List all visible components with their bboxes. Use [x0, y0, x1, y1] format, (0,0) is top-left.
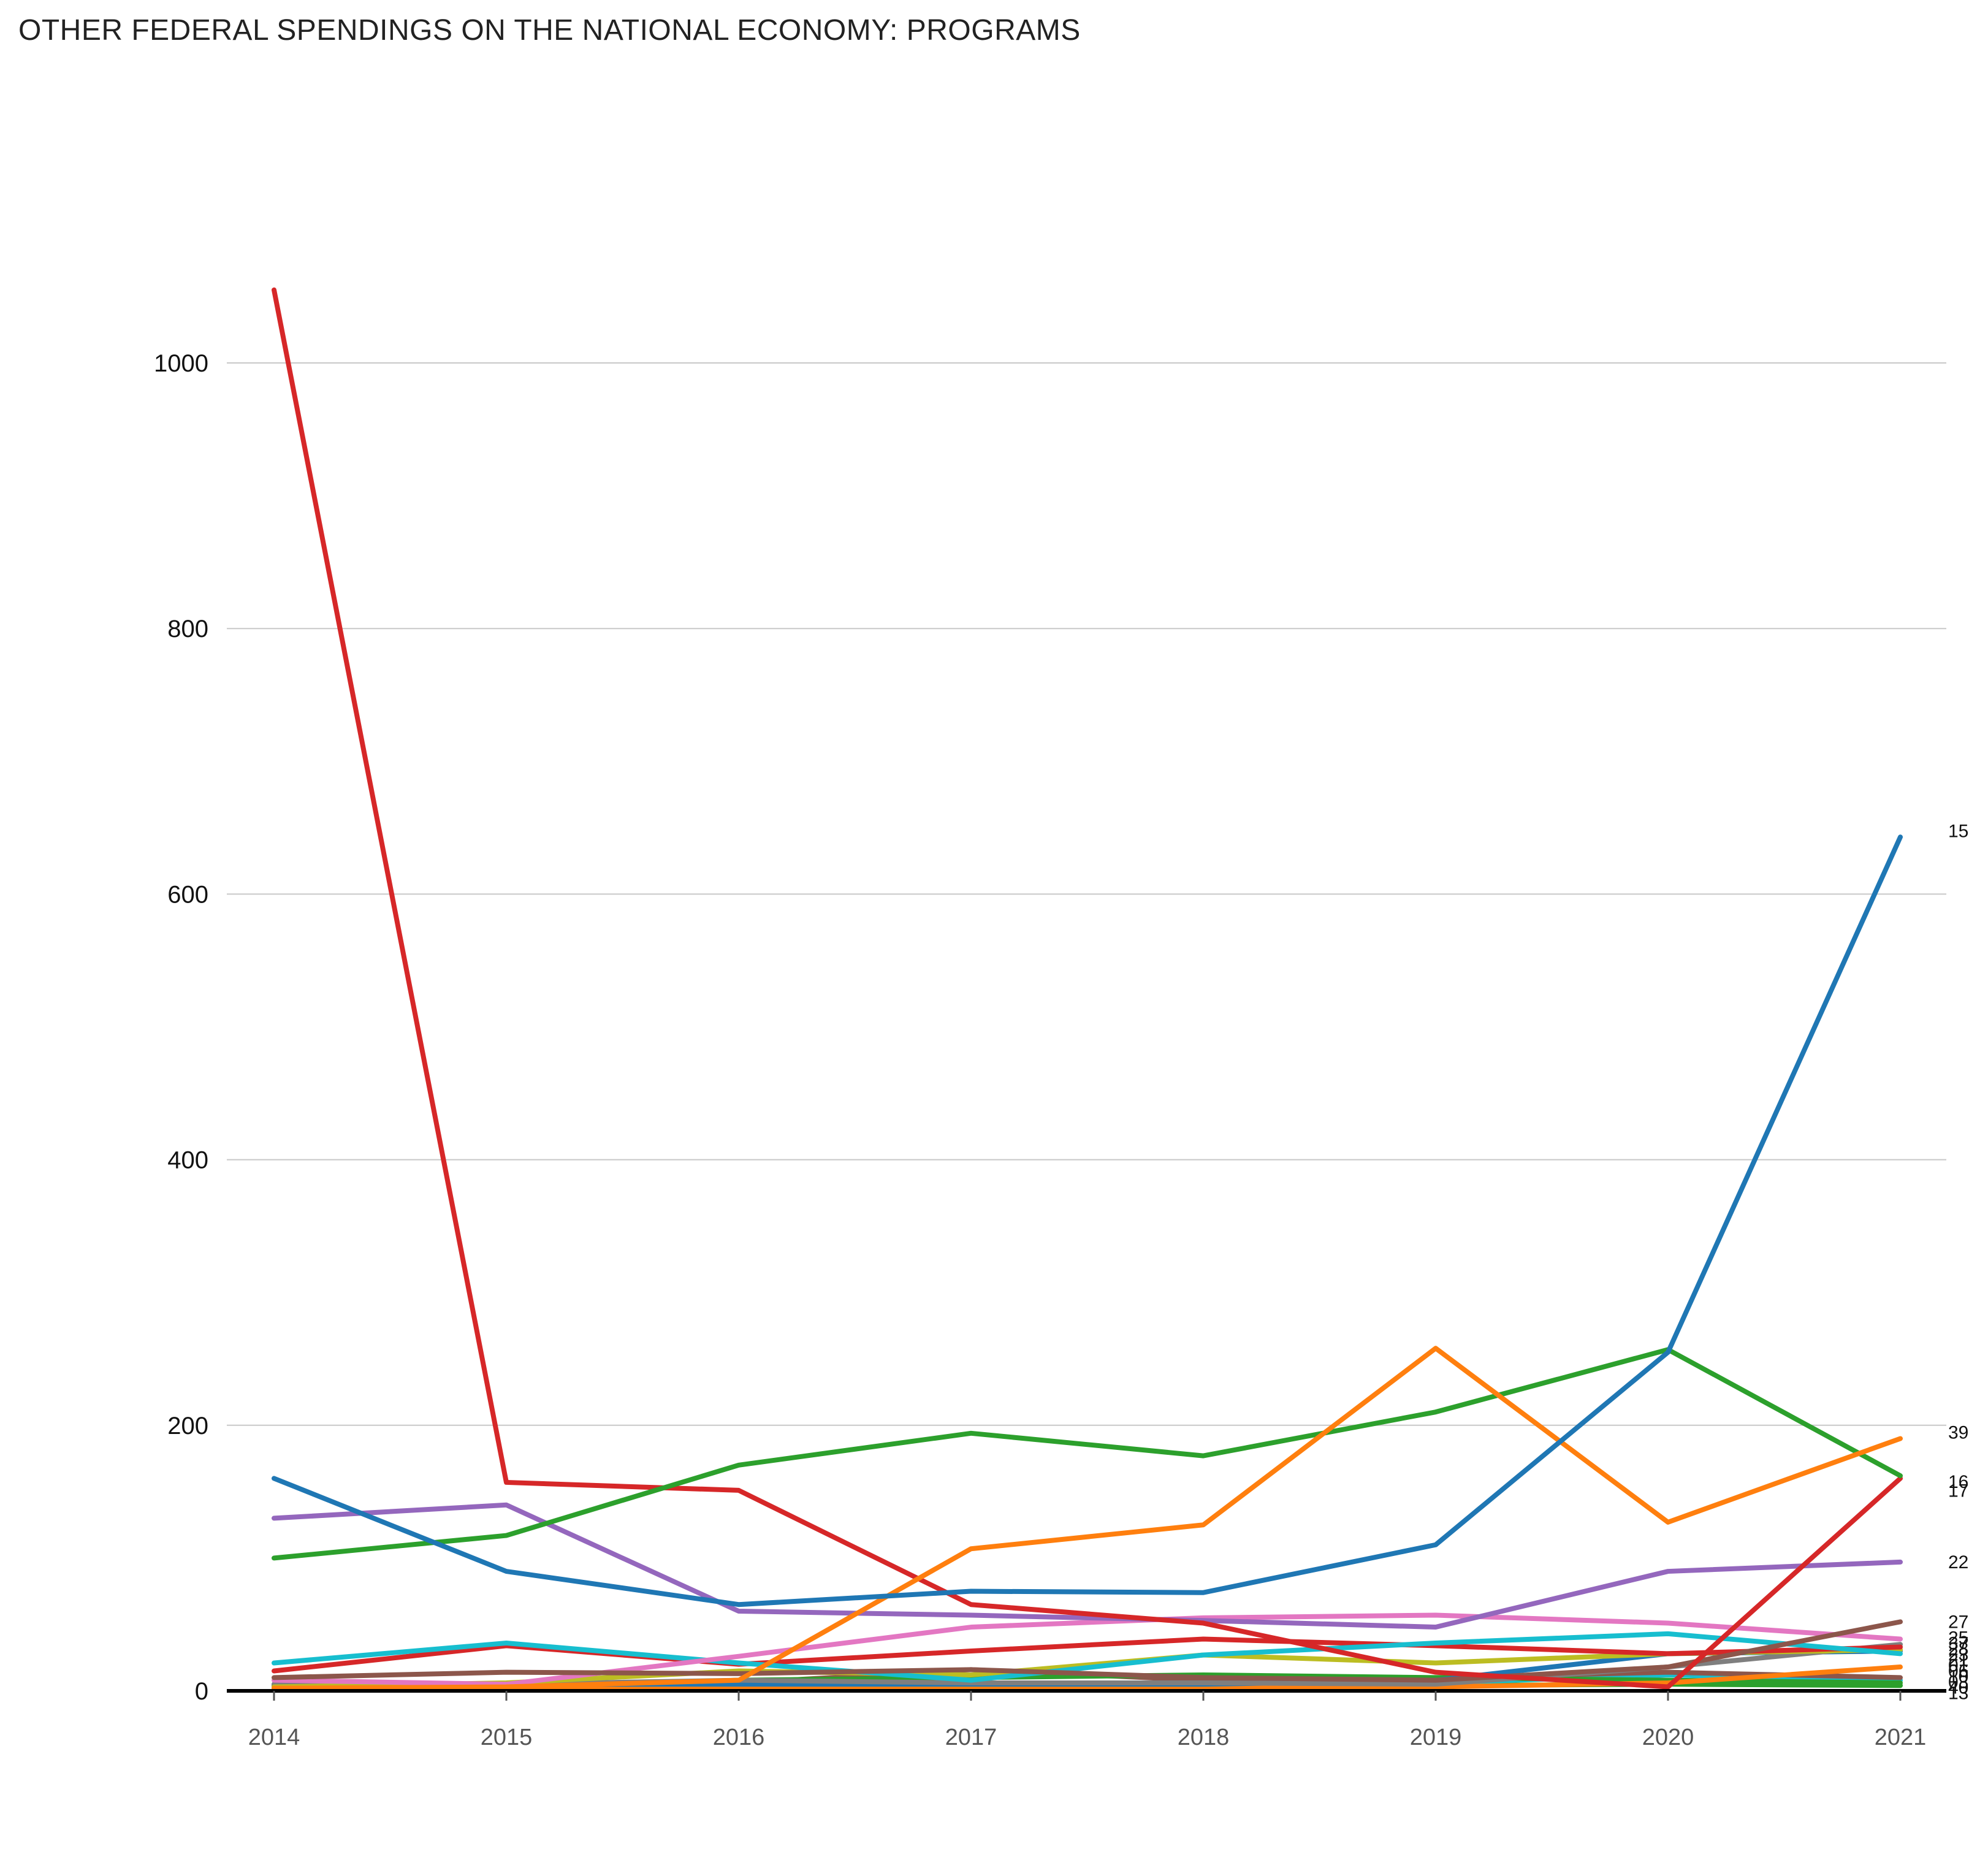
- y-axis-ticks: 0 200 400 600 800 1000: [154, 350, 208, 1705]
- x-tick-label: 2020: [1642, 1725, 1694, 1750]
- series-end-label: 37: [1948, 1633, 1968, 1653]
- x-tick-label: 2021: [1875, 1725, 1927, 1750]
- series-line: [272, 1612, 1903, 1687]
- series-end-label: 15: [1948, 821, 1968, 841]
- series-end-label: 25: [1948, 1628, 1968, 1648]
- series-line: [272, 1631, 1903, 1683]
- series-line: [272, 1619, 1903, 1683]
- series-end-label: 10: [1948, 1666, 1968, 1687]
- chart-title: OTHER FEDERAL SPENDINGS ON THE NATIONAL …: [18, 14, 1081, 47]
- y-tick-label: 1000: [154, 350, 208, 377]
- x-tick-label: 2018: [1178, 1725, 1230, 1750]
- series-end-label: 17: [1948, 1481, 1968, 1501]
- grid-lines: [227, 362, 1946, 1426]
- x-axis-ticks: 2014 2015 2016 2017 2018 2019 2020 2021: [248, 1691, 1927, 1750]
- x-tick-label: 2017: [945, 1725, 997, 1750]
- series-end-label: 13: [1948, 1683, 1968, 1703]
- series-lines: [272, 287, 1903, 1691]
- y-tick-label: 200: [167, 1413, 208, 1439]
- series-line: [272, 287, 1903, 1690]
- series-end-label: 16: [1948, 1472, 1968, 1492]
- series-end-label: 27: [1948, 1612, 1968, 1632]
- y-tick-label: 800: [167, 616, 208, 643]
- series-end-label: 03: [1948, 1672, 1968, 1692]
- series-end-label: 21: [1948, 1650, 1968, 1670]
- y-tick-label: 0: [195, 1678, 208, 1705]
- series-end-label: 22: [1948, 1552, 1968, 1573]
- series-end-label: 06: [1948, 1661, 1968, 1681]
- series-line: [272, 1347, 1903, 1561]
- y-tick-label: 600: [167, 881, 208, 908]
- series-end-label: 28: [1948, 1639, 1968, 1659]
- x-tick-label: 2016: [713, 1725, 765, 1750]
- x-tick-label: 2019: [1410, 1725, 1462, 1750]
- x-tick-label: 2015: [481, 1725, 533, 1750]
- x-tick-label: 2014: [248, 1725, 300, 1750]
- series-line: [272, 834, 1903, 1607]
- series-end-label: 01: [1948, 1655, 1968, 1676]
- series-end-label: 39: [1948, 1422, 1968, 1443]
- series-line: [272, 1502, 1903, 1630]
- series-end-label: 40: [1948, 1677, 1968, 1698]
- y-tick-label: 400: [167, 1147, 208, 1174]
- series-end-label: 23: [1948, 1644, 1968, 1664]
- series-line: [272, 1346, 1903, 1691]
